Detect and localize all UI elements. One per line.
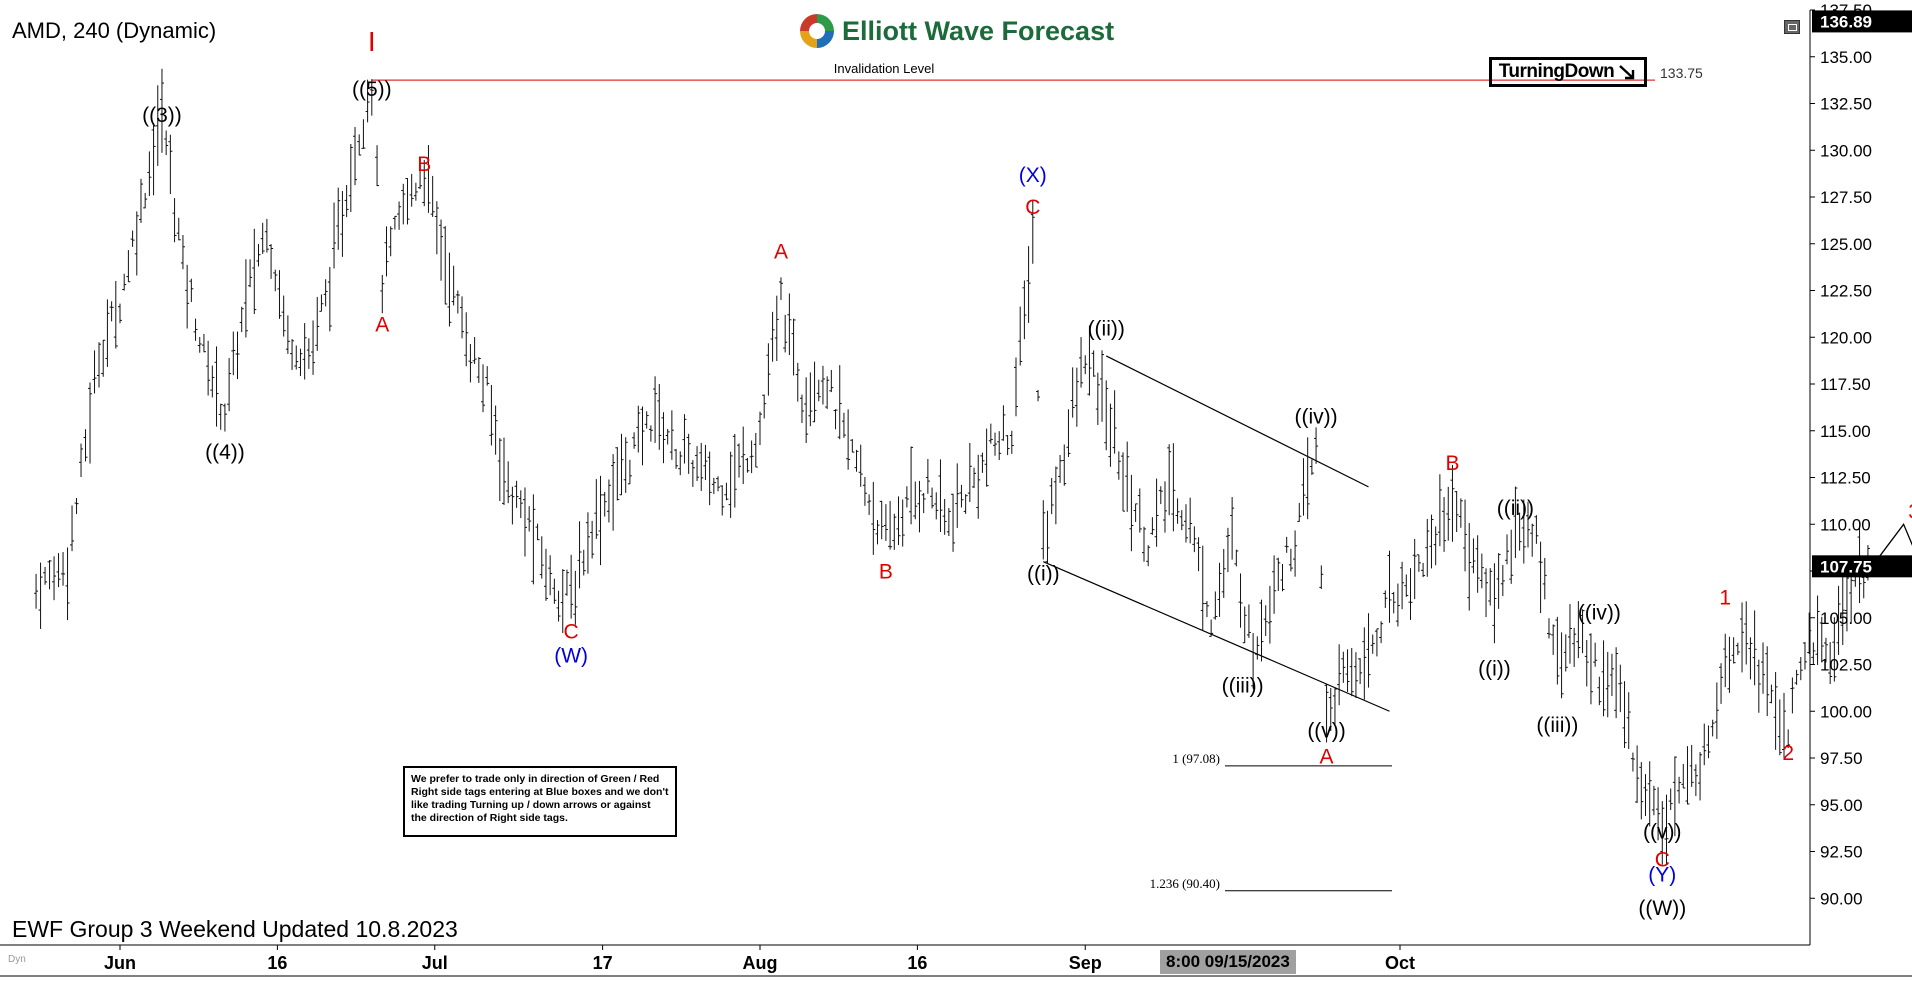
wave-label: ((5)) [352, 78, 392, 101]
wave-label: ((4)) [205, 441, 245, 464]
wave-label: B [1445, 452, 1459, 475]
y-tick-label: 105.00 [1820, 609, 1872, 628]
y-tick-label: 112.50 [1820, 469, 1871, 488]
wave-label: (Y) [1648, 863, 1676, 886]
update-footer: EWF Group 3 Weekend Updated 10.8.2023 [12, 916, 458, 942]
wave-label: ((3)) [142, 104, 182, 127]
wave-label: I [368, 26, 376, 57]
wave-label: ((ii)) [1088, 317, 1125, 340]
wave-label: ((iv)) [1294, 405, 1337, 428]
wave-label: A [1320, 746, 1334, 769]
fib-level-label: 1 (97.08) [1172, 751, 1220, 766]
logo-icon [800, 14, 834, 48]
y-tick-label: 117.50 [1820, 375, 1871, 394]
wave-label: 3 [1908, 501, 1912, 524]
y-tick-label: 127.50 [1820, 188, 1872, 207]
window-restore-icon[interactable] [1784, 20, 1800, 34]
price-tag-box [1812, 10, 1912, 33]
logo-text: Elliott Wave Forecast [842, 15, 1115, 46]
fib-level-label: 1.236 (90.40) [1150, 876, 1220, 891]
y-tick-label: 90.00 [1820, 889, 1863, 908]
wave-label: A [375, 314, 389, 337]
trading-note: We prefer to trade only in direction of … [403, 766, 677, 837]
x-tick-label: Oct [1385, 953, 1415, 973]
x-tick-label: 16 [907, 953, 927, 973]
wave-label: C [1655, 848, 1670, 871]
projection-path [1871, 523, 1912, 567]
crosshair-time-tag: 8:00 09/15/2023 [1160, 950, 1296, 974]
y-tick-label: 110.00 [1820, 515, 1871, 534]
wave-label: ((iii)) [1536, 714, 1578, 737]
price-tag-box [1812, 555, 1912, 578]
turning-label: TurningDown [1498, 61, 1615, 82]
wave-label: ((i)) [1478, 658, 1511, 681]
price-tag-label: 107.75 [1820, 557, 1872, 576]
y-tick-label: 97.50 [1820, 749, 1863, 768]
y-tick-label: 125.00 [1820, 235, 1872, 254]
wave-label: A [774, 241, 788, 264]
y-tick-label: 120.00 [1820, 328, 1872, 347]
x-tick-label: Jul [422, 953, 448, 973]
wave-label: ((i)) [1027, 562, 1060, 585]
wave-label: C [1025, 196, 1040, 219]
invalidation-value: 133.75 [1660, 65, 1703, 81]
y-tick-label: 95.00 [1820, 796, 1863, 815]
channel-line [1043, 561, 1390, 712]
brand-logo: Elliott Wave Forecast [800, 14, 1114, 48]
x-tick-label: Sep [1069, 953, 1102, 973]
y-tick-label: 122.50 [1820, 282, 1872, 301]
y-tick-label: 115.00 [1820, 422, 1871, 441]
channel-line [1105, 355, 1369, 488]
y-tick-label: 102.50 [1820, 656, 1872, 675]
wave-label: (W) [554, 645, 588, 668]
turning-down-tag: TurningDown [1489, 57, 1647, 87]
wave-label: ((iii)) [1222, 675, 1264, 698]
wave-label: ((v)) [1307, 719, 1345, 742]
y-tick-label: 132.50 [1820, 95, 1872, 114]
wave-label: ((v)) [1643, 820, 1681, 843]
x-tick-label: Aug [743, 953, 778, 973]
wave-label: B [879, 560, 893, 583]
y-tick-label: 130.00 [1820, 141, 1872, 160]
wave-label: (X) [1019, 164, 1047, 187]
wave-label: 2 [1782, 742, 1794, 765]
y-tick-label: 135.00 [1820, 48, 1872, 67]
wave-label: C [564, 620, 579, 643]
arrow-down-right-icon [1619, 65, 1635, 80]
x-tick-label: 16 [267, 953, 287, 973]
y-tick-label: 100.00 [1820, 702, 1872, 721]
wave-label: ((ii)) [1497, 497, 1534, 520]
chart-title: AMD, 240 (Dynamic) [12, 18, 217, 43]
wave-label: ((W)) [1638, 897, 1686, 920]
invalidation-label: Invalidation Level [834, 61, 935, 76]
dyn-label: Dyn [8, 954, 26, 965]
price-tag-label: 136.89 [1820, 12, 1872, 31]
y-tick-label: 92.50 [1820, 843, 1863, 862]
wave-label: 1 [1719, 587, 1731, 610]
wave-label: B [417, 153, 431, 176]
x-tick-label: 17 [593, 953, 613, 973]
x-tick-label: Jun [104, 953, 136, 973]
wave-label: ((iv)) [1578, 602, 1621, 625]
